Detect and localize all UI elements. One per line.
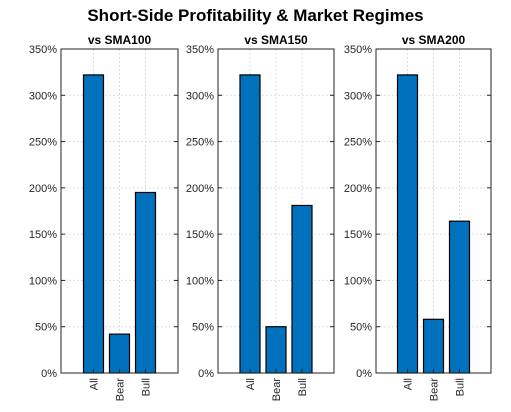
bar-all: [239, 74, 261, 374]
bar-bear: [422, 318, 445, 374]
x-tick-label: Bull: [455, 378, 467, 396]
y-tick-label: 50%: [192, 322, 214, 334]
bar-bull: [291, 204, 313, 374]
y-tick-label: 200%: [29, 183, 57, 195]
chart-panel-1: vs SMA100 0% 50% 100% 150% 200% 250% 300% 350% Al…: [29, 33, 179, 402]
y-tick-label: 350%: [29, 44, 57, 56]
panel-title: vs SMA200: [402, 33, 466, 47]
y-tick-label: 250%: [344, 137, 372, 149]
bar-all: [82, 74, 105, 374]
figure-title: Short-Side Profitability & Market Regime…: [87, 6, 424, 25]
y-tick-label: 200%: [344, 183, 372, 195]
bar-all: [396, 74, 419, 374]
x-tick-label: Bear: [271, 378, 283, 402]
y-tick-label: 50%: [350, 322, 372, 334]
bar-bear: [265, 326, 287, 374]
panel-title: vs SMA150: [244, 33, 308, 47]
bar-bull: [448, 220, 471, 374]
chart-panel-3: vs SMA200 0% 50% 100% 150% 200% 250% 300% 350% Al…: [344, 33, 492, 402]
y-tick-label: 150%: [186, 229, 214, 241]
y-tick-label: 150%: [344, 229, 372, 241]
y-tick-label: 50%: [35, 322, 57, 334]
x-tick-label: All: [245, 378, 257, 390]
y-tick-label: 0%: [356, 368, 372, 380]
x-tick-label: Bull: [141, 378, 153, 396]
x-tick-label: All: [403, 378, 415, 390]
y-tick-label: 0%: [198, 368, 214, 380]
y-tick-label: 350%: [186, 44, 214, 56]
y-tick-label: 250%: [29, 137, 57, 149]
x-tick-label: Bear: [115, 378, 127, 402]
y-tick-label: 100%: [186, 275, 214, 287]
y-tick-label: 350%: [344, 44, 372, 56]
panel-title: vs SMA100: [88, 33, 152, 47]
bar-bear: [108, 333, 131, 374]
y-tick-label: 0%: [41, 368, 57, 380]
y-tick-label: 200%: [186, 183, 214, 195]
y-tick-label: 250%: [186, 137, 214, 149]
x-tick-label: All: [89, 378, 101, 390]
y-tick-label: 300%: [186, 90, 214, 102]
axes-box: [375, 48, 492, 374]
axes-box: [217, 48, 335, 374]
x-tick-label: Bull: [297, 378, 309, 396]
y-tick-label: 300%: [29, 90, 57, 102]
y-tick-label: 100%: [29, 275, 57, 287]
axes-box: [60, 48, 179, 374]
y-tick-label: 150%: [29, 229, 57, 241]
y-tick-label: 100%: [344, 275, 372, 287]
y-tick-label: 300%: [344, 90, 372, 102]
x-tick-label: Bear: [429, 378, 441, 402]
chart-panel-2: vs SMA150 0% 50% 100% 150% 200% 250% 300% 350% Al…: [186, 33, 335, 402]
bar-bull: [134, 191, 157, 374]
